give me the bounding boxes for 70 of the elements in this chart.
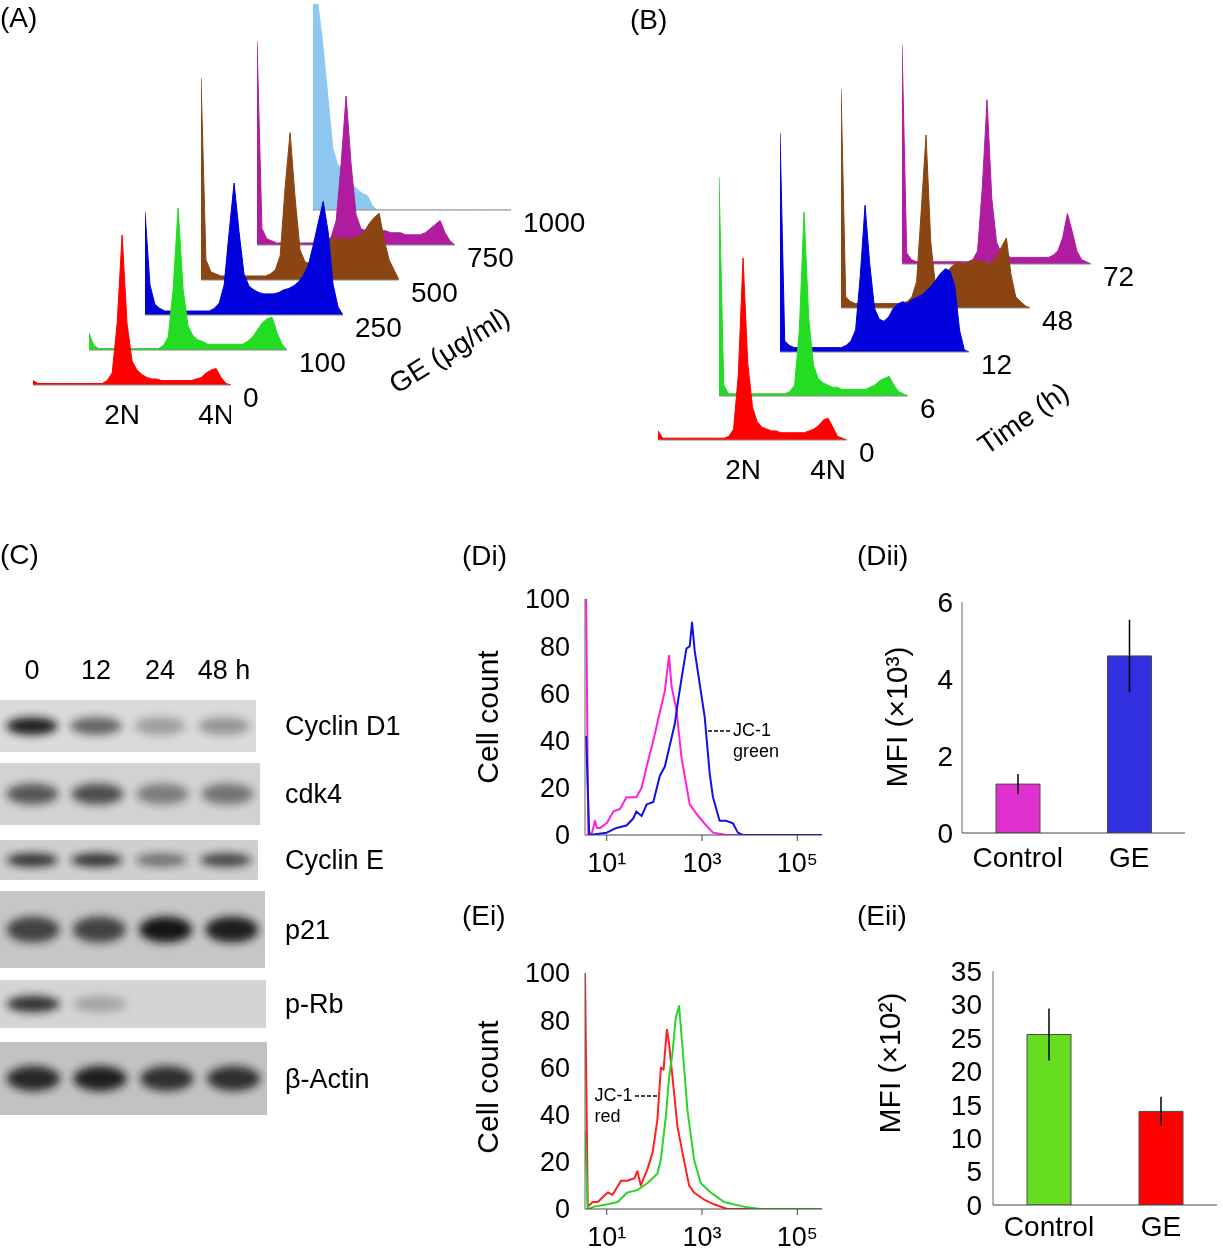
category-label: 24 xyxy=(144,654,176,685)
chart-title: (B) xyxy=(630,4,668,36)
series-label: 72 xyxy=(1103,260,1135,292)
chart-title: (A) xyxy=(0,2,38,34)
y-tick-label: 30 xyxy=(950,989,982,1021)
y-tick-label: 6 xyxy=(937,586,953,618)
y-tick-label: 25 xyxy=(950,1022,982,1054)
y-tick-label: 2 xyxy=(937,740,953,772)
category-label: 0 xyxy=(24,654,40,685)
y-axis-title: Cell count xyxy=(471,650,504,784)
series-label: 0 xyxy=(243,381,259,413)
y-tick-label: 5 xyxy=(966,1156,982,1188)
y-tick-label: 80 xyxy=(539,1005,570,1036)
text: (C) xyxy=(0,539,39,571)
category-label: p21 xyxy=(285,914,331,944)
series-label: 0 xyxy=(859,436,875,468)
x-tick-label: 10⁵ xyxy=(776,848,818,879)
y-tick-label: 35 xyxy=(950,955,982,987)
y-tick-label: 15 xyxy=(950,1089,982,1121)
x-tick-label: 10³ xyxy=(682,848,722,879)
series-label: 48 xyxy=(1042,304,1074,336)
y-axis-title: MFI (×10³) xyxy=(880,646,913,788)
chart-title: (Di) xyxy=(462,540,508,572)
category-label: Cyclin D1 xyxy=(285,710,401,741)
y-tick-label: 0 xyxy=(554,1194,570,1225)
category-label: Cyclin E xyxy=(285,844,385,875)
x-tick-label: GE xyxy=(1140,1210,1182,1242)
y-tick-label: 100 xyxy=(524,584,570,615)
category-label: β-Actin xyxy=(285,1063,370,1093)
x-tick-label: GE xyxy=(1109,841,1150,873)
category-label: 48 h xyxy=(197,654,251,685)
series-label: 250 xyxy=(355,311,402,343)
series-label: 1000 xyxy=(523,206,586,238)
y-tick-label: 10 xyxy=(950,1122,982,1154)
x-tick-label: 10¹ xyxy=(587,1222,627,1250)
y-tick-label: 40 xyxy=(539,726,570,757)
y-tick-label: 0 xyxy=(966,1189,982,1221)
x-tick-label: Control xyxy=(1003,1210,1095,1242)
x-tick-label: 10⁵ xyxy=(776,1222,818,1250)
chart-title: (Eii) xyxy=(857,900,907,932)
series-label: 750 xyxy=(467,241,514,273)
x-tick-label: 2N xyxy=(104,398,140,430)
x-tick-label: 10³ xyxy=(682,1222,722,1250)
category-label: p-Rb xyxy=(285,988,344,1019)
x-tick-label: 10¹ xyxy=(587,848,627,879)
series-label: 100 xyxy=(299,346,346,378)
y-tick-label: 4 xyxy=(937,663,953,695)
y-axis-title: MFI (×10²) xyxy=(873,992,906,1134)
chart-title: (Dii) xyxy=(857,540,909,572)
y-tick-label: 40 xyxy=(539,1100,570,1131)
x-tick-label: 4N xyxy=(810,453,846,485)
x-tick-label: Control xyxy=(972,841,1063,873)
category-label: cdk4 xyxy=(285,778,343,809)
y-tick-label: 100 xyxy=(524,958,570,989)
y-tick-label: 80 xyxy=(539,631,570,662)
series-label: 500 xyxy=(411,276,458,308)
annotation: JC-1 red xyxy=(594,1084,633,1127)
annotation: JC-1 green xyxy=(732,720,779,763)
chart-title: (Ei) xyxy=(462,900,506,932)
y-tick-label: 20 xyxy=(539,773,570,804)
y-tick-label: 0 xyxy=(554,820,570,851)
y-axis-title: Cell count xyxy=(471,1020,504,1154)
y-tick-label: 60 xyxy=(539,678,570,709)
y-tick-label: 20 xyxy=(950,1056,982,1088)
x-tick-label: 2N xyxy=(725,453,761,485)
y-tick-label: 60 xyxy=(539,1052,570,1083)
x-tick-label: 4N xyxy=(198,398,235,430)
category-label: 12 xyxy=(80,654,112,685)
y-tick-label: 20 xyxy=(539,1147,570,1178)
y-tick-label: 0 xyxy=(937,817,953,849)
